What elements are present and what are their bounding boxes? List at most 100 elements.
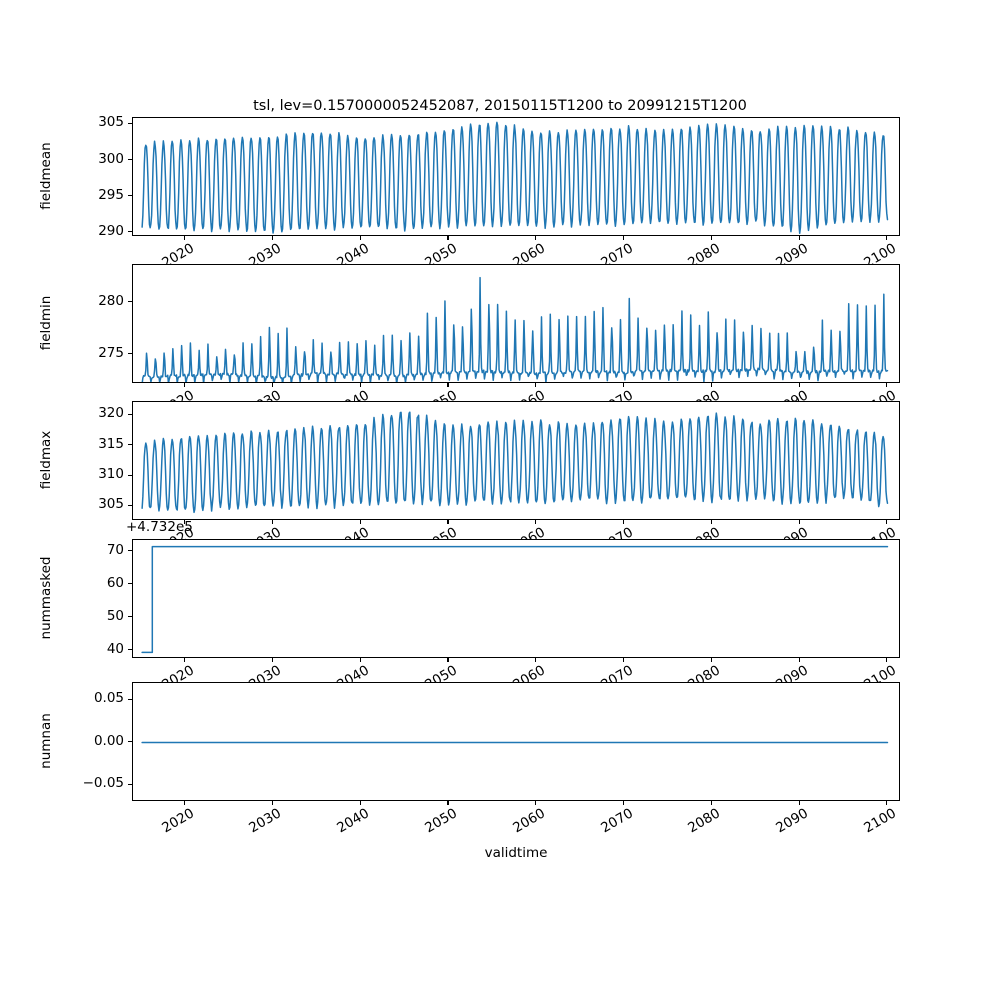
xtick-mark-fieldmin [535,383,537,387]
xtick-mark-numnan [623,801,625,805]
ytick-label-nummasked: 60 [106,574,124,591]
ytick-label-fieldmax: 305 [98,496,124,513]
ytick-label-nummasked: 40 [106,640,124,657]
series-line-fieldmax [141,411,889,514]
panel-nummasked [132,539,900,658]
xtick-mark-fieldmax [886,520,888,524]
xtick-mark-nummasked [447,658,449,662]
xtick-mark-fieldmin [886,383,888,387]
xtick-mark-fieldmax [184,520,186,524]
ytick-mark-fieldmean [128,231,132,233]
axes-frame-fieldmean [132,117,900,236]
ytick-mark-nummasked [128,616,132,618]
xtick-mark-nummasked [271,658,274,662]
xtick-mark-numnan [798,801,800,805]
xtick-mark-nummasked [710,658,712,662]
xtick-mark-nummasked [798,658,800,662]
ytick-mark-numnan [128,783,132,785]
ytick-mark-nummasked [128,649,132,651]
xtick-mark-nummasked [886,658,888,662]
ytick-label-fieldmin: 275 [98,344,124,361]
y-axis-label-nummasked: nummasked [38,556,54,639]
figure-title: tsl, lev=0.1570000052452087, 20150115T12… [253,98,747,114]
axes-frame-numnan [132,682,900,801]
xtick-mark-fieldmin [798,383,800,387]
axes-frame-fieldmax [132,401,900,520]
xtick-mark-nummasked [359,658,361,662]
y-axis-label-fieldmean: fieldmean [38,141,54,210]
plot-line-fieldmean [141,121,889,235]
xtick-mark-fieldmax [271,520,274,524]
ytick-mark-numnan [128,698,132,700]
xtick-label-numnan: 2020 [158,805,197,837]
xtick-mark-fieldmean [710,236,712,240]
y-axis-label-fieldmin: fieldmin [38,295,54,350]
xtick-mark-fieldmean [886,236,888,240]
xtick-mark-fieldmean [623,236,625,240]
ytick-mark-fieldmin [128,353,132,355]
ytick-mark-fieldmax [128,444,132,446]
xtick-mark-numnan [184,801,186,805]
xtick-label-numnan: 2100 [861,805,899,837]
xtick-mark-numnan [271,801,274,805]
axes-frame-nummasked [132,539,900,658]
panel-fieldmean [132,117,900,236]
xtick-mark-nummasked [623,658,625,662]
ytick-mark-fieldmax [128,474,132,476]
xtick-mark-numnan [359,801,361,805]
ytick-label-fieldmean: 305 [98,114,124,131]
axes-frame-fieldmin [132,264,900,383]
panel-numnan [132,682,900,801]
ytick-label-fieldmax: 315 [98,435,124,452]
ytick-label-fieldmean: 290 [98,222,124,239]
series-line-fieldmin [141,276,889,382]
xtick-label-numnan: 2030 [246,805,285,837]
xtick-mark-fieldmin [184,383,186,387]
ytick-mark-fieldmean [128,159,132,161]
ytick-label-fieldmean: 300 [98,150,124,167]
panel-fieldmax [132,401,900,520]
ytick-mark-fieldmin [128,301,132,303]
ytick-mark-fieldmean [128,122,132,125]
ytick-label-numnan: −0.05 [82,775,124,791]
xtick-mark-fieldmax [710,520,712,524]
xtick-mark-numnan [447,801,449,805]
xtick-mark-fieldmax [447,520,449,524]
series-line-fieldmean [141,121,889,235]
xtick-label-numnan: 2090 [773,805,812,837]
ytick-mark-fieldmax [128,504,132,507]
xtick-mark-fieldmin [359,383,361,387]
panel-fieldmin [132,264,900,383]
ytick-mark-numnan [128,741,132,743]
y-axis-label-numnan: numnan [38,712,54,769]
xtick-mark-fieldmin [271,383,274,387]
xtick-mark-fieldmax [798,520,800,524]
plot-line-nummasked [141,545,889,654]
xtick-mark-numnan [710,801,712,805]
xtick-mark-fieldmin [447,383,449,387]
xtick-mark-fieldmean [798,236,800,240]
y-axis-label-fieldmax: fieldmax [38,430,54,489]
y-axis-offset-nummasked: +4.732e5 [126,519,193,535]
xtick-mark-fieldmin [710,383,712,387]
ytick-mark-fieldmean [128,195,132,197]
ytick-mark-nummasked [128,583,132,585]
plot-line-numnan [141,741,889,744]
ytick-label-fieldmax: 310 [98,466,124,483]
x-axis-label: validtime [484,845,548,861]
ytick-label-nummasked: 50 [106,607,124,624]
xtick-mark-fieldmax [535,520,537,524]
xtick-mark-fieldmean [271,236,274,240]
xtick-mark-fieldmin [623,383,625,387]
ytick-label-numnan: 0.00 [93,732,124,749]
plot-line-fieldmin [141,276,889,382]
xtick-mark-nummasked [184,658,186,662]
ytick-label-fieldmean: 295 [98,186,124,203]
xtick-mark-numnan [535,801,537,805]
xtick-mark-nummasked [535,658,537,662]
ytick-mark-fieldmax [128,413,132,415]
ytick-label-fieldmax: 320 [98,405,124,422]
xtick-mark-fieldmax [359,520,361,524]
series-line-nummasked [141,545,889,654]
